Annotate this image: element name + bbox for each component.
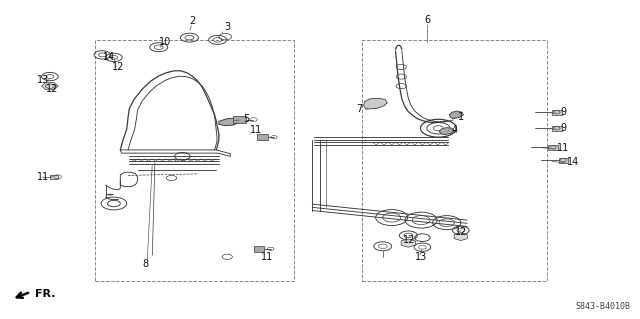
Text: 4: 4 [451,125,458,135]
Text: 12: 12 [403,235,416,245]
Text: 14: 14 [102,52,115,63]
Polygon shape [50,175,58,179]
Text: 3: 3 [225,22,231,32]
Text: 2: 2 [189,16,195,26]
Text: 11: 11 [557,143,570,153]
Polygon shape [42,83,58,90]
Polygon shape [454,233,467,241]
Text: 14: 14 [566,157,579,167]
Text: FR.: FR. [35,289,56,299]
Text: 12: 12 [112,62,125,72]
Polygon shape [552,110,562,115]
Text: 6: 6 [424,15,431,25]
Polygon shape [548,145,558,150]
Text: 13: 13 [37,75,50,85]
Polygon shape [439,128,454,135]
Polygon shape [254,246,264,252]
Text: S843-B4010B: S843-B4010B [575,302,630,311]
Polygon shape [552,126,562,131]
Text: 10: 10 [159,37,172,47]
Text: 5: 5 [243,114,250,124]
Polygon shape [559,158,568,163]
Text: 13: 13 [415,252,428,262]
Polygon shape [449,111,463,119]
Polygon shape [233,116,246,123]
Text: 9: 9 [560,123,566,133]
Text: 1: 1 [458,112,464,122]
Text: 11: 11 [261,252,274,262]
Text: 8: 8 [143,259,149,269]
Text: 12: 12 [454,227,467,237]
Polygon shape [106,194,114,195]
Polygon shape [364,98,387,109]
Polygon shape [219,118,240,126]
Text: 12: 12 [46,84,59,94]
Text: 11: 11 [250,125,262,135]
Polygon shape [257,134,268,140]
Text: 11: 11 [37,172,50,182]
Text: 7: 7 [356,104,363,114]
Text: 9: 9 [560,107,566,117]
Polygon shape [401,239,415,247]
